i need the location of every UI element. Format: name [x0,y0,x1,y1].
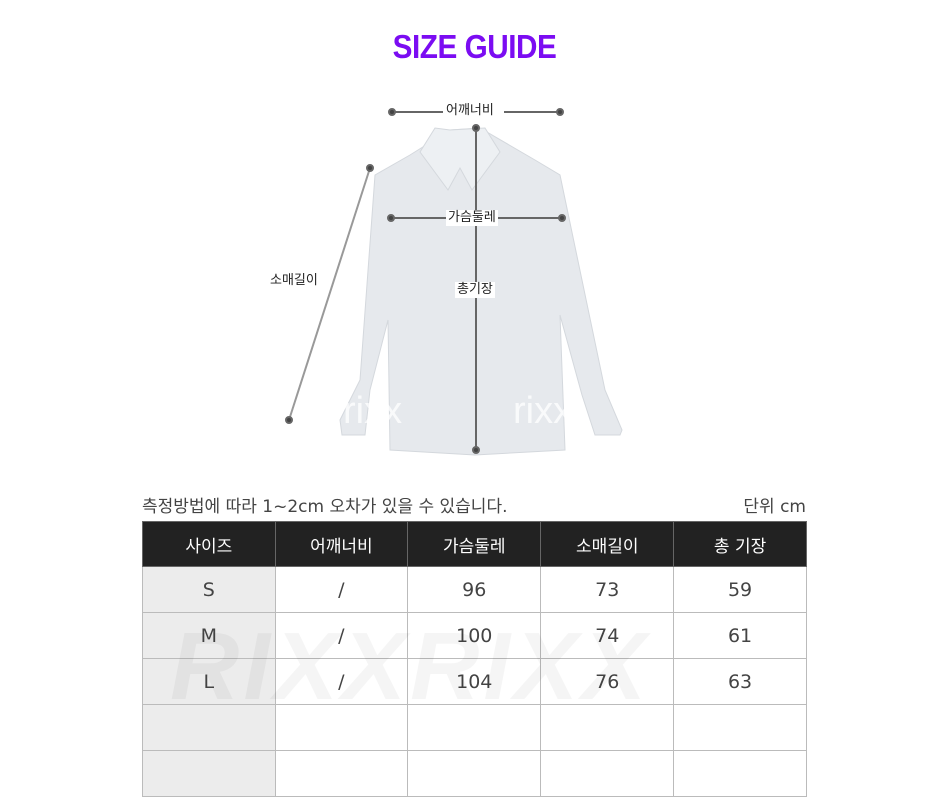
size-table: 사이즈 어깨너비 가슴둘레 소매길이 총 기장 S/96 73 59 M/100 74 6… [142,521,807,797]
watermark: rixx [343,390,403,432]
table-row: S/96 73 59 [142,566,807,613]
table-cell: 104 [407,658,542,705]
table-cell [407,750,542,797]
table-row: M/100 74 61 [142,612,807,659]
table-cell [274,750,409,797]
table-row [142,704,807,751]
table-cell: 76 [540,658,675,705]
watermark: rixx [513,390,573,432]
table-cell: 96 [407,566,542,613]
table-cell: M [142,612,276,659]
header-chest: 가슴둘레 [407,521,542,567]
table-cell: 100 [407,612,542,659]
table-cell: / [274,658,409,705]
header-length: 총 기장 [673,521,807,567]
table-cell: / [274,566,409,613]
table-cell: 73 [540,566,675,613]
length-label: 총기장 [455,282,495,298]
sleeve-label: 소매길이 [270,273,318,288]
table-cell: / [274,612,409,659]
table-cell: 61 [673,612,807,659]
table-cell [673,704,807,751]
table-cell [407,704,542,751]
shoulder-label: 어깨너비 [444,103,496,119]
chest-label: 가슴둘레 [446,210,498,226]
measurement-note: 측정방법에 따라 1~2cm 오차가 있을 수 있습니다. [142,497,508,517]
table-cell: L [142,658,276,705]
table-cell [673,750,807,797]
table-cell [142,704,276,751]
header-size: 사이즈 [142,521,276,567]
header-shoulder: 어깨너비 [274,521,409,567]
page-title: SIZE GUIDE [392,28,557,65]
table-cell: 74 [540,612,675,659]
table-cell: 59 [673,566,807,613]
table-cell [274,704,409,751]
header-sleeve: 소매길이 [540,521,675,567]
table-row [142,750,807,797]
table-cell [540,704,675,751]
table-cell [142,750,276,797]
table-header-row: 사이즈 어깨너비 가슴둘레 소매길이 총 기장 [142,521,807,567]
table-cell: 63 [673,658,807,705]
table-row: L/104 76 63 [142,658,807,705]
unit-label: 단위 cm [743,497,806,517]
table-cell [540,750,675,797]
table-cell: S [142,566,276,613]
